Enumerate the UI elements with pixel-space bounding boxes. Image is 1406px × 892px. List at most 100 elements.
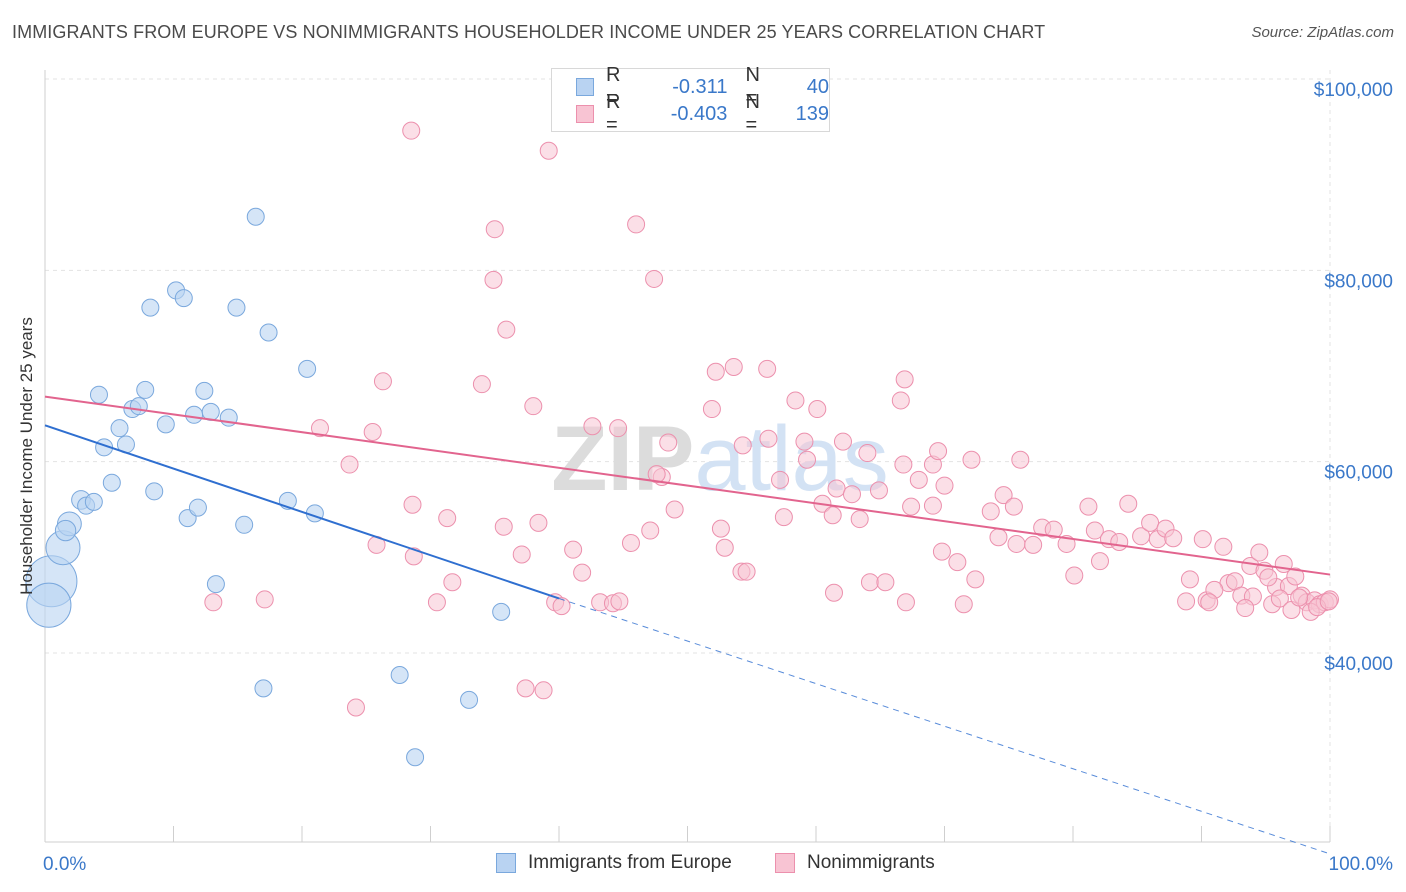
legend-n-value: 40	[806, 75, 829, 98]
point-nonimmigrants-36	[909, 470, 928, 489]
point-nonimmigrants-93	[1214, 537, 1233, 556]
legend: R = -0.311 N = 40 R = -0.403 N = 139	[551, 64, 830, 136]
point-nonimmigrants-34	[894, 455, 913, 474]
trend-line-immigrants-from-europe-extension	[558, 597, 1331, 855]
x-tick-label-0: 0.0%	[43, 854, 86, 875]
point-immigrants-from-europe-1	[26, 582, 72, 628]
point-nonimmigrants-16	[891, 391, 910, 410]
point-nonimmigrants-14	[786, 391, 805, 410]
trend-line-nonimmigrants	[44, 395, 1331, 576]
point-nonimmigrants-44	[994, 486, 1013, 505]
point-nonimmigrants-80	[1090, 552, 1109, 571]
point-nonimmigrants-25	[759, 429, 778, 448]
point-nonimmigrants-79	[1085, 521, 1104, 540]
point-nonimmigrants-55	[665, 500, 684, 519]
point-nonimmigrants-68	[948, 553, 967, 572]
point-nonimmigrants-104	[1286, 567, 1305, 586]
legend-row-nonimmigrants: R = -0.403 N = 139	[576, 91, 829, 136]
point-nonimmigrants-83	[1119, 494, 1138, 513]
point-nonimmigrants-53	[621, 533, 640, 552]
bottom-legend-immigrants: Immigrants from Europe	[496, 852, 732, 874]
point-immigrants-from-europe-36	[390, 666, 409, 685]
point-nonimmigrants-15	[808, 400, 827, 419]
point-nonimmigrants-7	[373, 372, 392, 391]
bottom-legend: Immigrants from Europe Nonimmigrants	[0, 852, 1406, 878]
point-nonimmigrants-71	[989, 528, 1008, 547]
point-nonimmigrants-6	[497, 320, 516, 339]
point-immigrants-from-europe-10	[102, 473, 121, 492]
point-nonimmigrants-122	[204, 593, 223, 612]
point-immigrants-from-europe-28	[227, 298, 246, 317]
point-nonimmigrants-37	[923, 496, 942, 515]
point-nonimmigrants-24	[733, 436, 752, 455]
point-nonimmigrants-41	[962, 450, 981, 469]
point-immigrants-from-europe-39	[492, 602, 511, 621]
point-nonimmigrants-0	[402, 121, 421, 140]
x-tick-labels: 0.0% 100.0%	[43, 854, 1393, 875]
point-nonimmigrants-54	[641, 521, 660, 540]
point-nonimmigrants-43	[981, 502, 1000, 521]
point-nonimmigrants-113	[1290, 588, 1309, 607]
legend-n-label: N =	[745, 64, 760, 109]
point-nonimmigrants-28	[798, 450, 817, 469]
point-nonimmigrants-75	[1044, 520, 1063, 539]
point-nonimmigrants-51	[564, 540, 583, 559]
point-immigrants-from-europe-19	[174, 289, 193, 308]
point-nonimmigrants-23	[659, 433, 678, 452]
legend-swatch-pink	[576, 105, 594, 123]
source-label: Source: ZipAtlas.com	[1251, 24, 1394, 41]
point-nonimmigrants-73	[1024, 535, 1043, 554]
point-nonimmigrants-127	[427, 593, 446, 612]
point-immigrants-from-europe-26	[206, 575, 225, 594]
point-nonimmigrants-61	[737, 562, 756, 581]
point-nonimmigrants-88	[1164, 529, 1183, 548]
legend-r-label: R =	[605, 64, 621, 109]
point-nonimmigrants-62	[774, 508, 793, 527]
point-nonimmigrants-72	[1007, 534, 1026, 553]
bottom-legend-swatch-blue	[496, 853, 516, 873]
point-nonimmigrants-12	[758, 359, 777, 378]
point-nonimmigrants-13	[702, 400, 721, 419]
point-nonimmigrants-64	[823, 506, 842, 525]
point-nonimmigrants-126	[404, 547, 423, 566]
point-immigrants-from-europe-4	[54, 519, 77, 542]
point-nonimmigrants-30	[833, 432, 852, 451]
point-nonimmigrants-78	[1079, 497, 1098, 516]
legend-row-immigrants: R = -0.311 N = 40	[576, 64, 829, 109]
point-nonimmigrants-29	[827, 479, 846, 498]
point-nonimmigrants-124	[346, 698, 365, 717]
point-nonimmigrants-1	[539, 141, 558, 160]
point-nonimmigrants-33	[869, 481, 888, 500]
x-tick-label-1: 100.0%	[1329, 854, 1394, 875]
point-nonimmigrants-89	[1177, 592, 1196, 611]
point-nonimmigrants-26	[771, 470, 790, 489]
point-nonimmigrants-118	[1236, 599, 1255, 618]
point-nonimmigrants-3	[627, 215, 646, 234]
point-nonimmigrants-42	[1011, 450, 1030, 469]
chart-title: IMMIGRANTS FROM EUROPE VS NONIMMIGRANTS …	[12, 22, 1046, 42]
legend-r-value: -0.311	[672, 75, 728, 98]
point-nonimmigrants-70	[954, 595, 973, 614]
point-nonimmigrants-66	[860, 573, 879, 592]
point-immigrants-from-europe-34	[298, 359, 317, 378]
point-nonimmigrants-82	[1110, 533, 1129, 552]
point-nonimmigrants-67	[932, 542, 951, 561]
point-nonimmigrants-91	[1193, 530, 1212, 549]
point-immigrants-from-europe-23	[188, 498, 207, 517]
point-nonimmigrants-123	[255, 590, 274, 609]
point-immigrants-from-europe-8	[89, 385, 108, 404]
point-nonimmigrants-132	[552, 597, 571, 616]
point-nonimmigrants-47	[438, 509, 457, 528]
point-immigrants-from-europe-11	[110, 419, 129, 438]
point-nonimmigrants-45	[1004, 497, 1023, 516]
point-nonimmigrants-31	[858, 444, 877, 463]
point-nonimmigrants-11	[724, 357, 743, 376]
bottom-legend-label-pink: Nonimmigrants	[807, 852, 935, 873]
point-nonimmigrants-58	[711, 519, 730, 538]
point-nonimmigrants-129	[516, 679, 535, 698]
point-immigrants-from-europe-15	[136, 380, 155, 399]
point-immigrants-from-europe-22	[185, 405, 204, 424]
point-nonimmigrants-21	[583, 417, 602, 436]
point-nonimmigrants-135	[610, 592, 629, 611]
point-nonimmigrants-32	[842, 485, 861, 504]
